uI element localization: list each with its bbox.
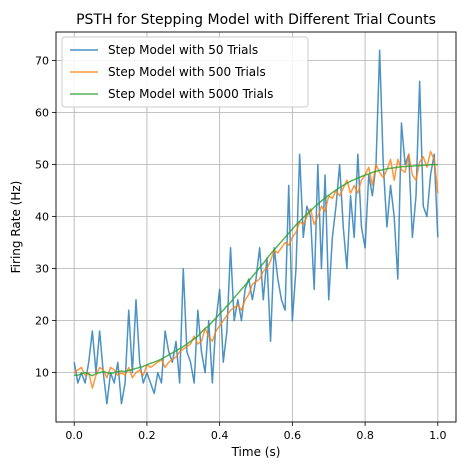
x-tick-label: 0.0 bbox=[65, 429, 83, 442]
y-tick-label: 40 bbox=[35, 211, 49, 224]
legend-label-3: Step Model with 5000 Trials bbox=[108, 87, 273, 101]
y-tick-label: 10 bbox=[35, 367, 49, 380]
x-axis-label: Time (s) bbox=[231, 445, 281, 459]
x-tick-label: 0.8 bbox=[356, 429, 374, 442]
series-line-2 bbox=[73, 150, 439, 389]
x-tick-label: 0.2 bbox=[138, 429, 156, 442]
y-tick-label: 60 bbox=[35, 107, 49, 120]
y-tick-label: 30 bbox=[35, 263, 49, 276]
ticks: 0.0 0.2 0.4 0.6 0.8 1.0 10 20 30 40 50 60 70 bbox=[35, 55, 447, 442]
series-lines bbox=[73, 49, 439, 405]
legend: Step Model with 50 Trials Step Model with… bbox=[61, 36, 309, 108]
x-tick-label: 0.6 bbox=[284, 429, 302, 442]
y-tick-label: 20 bbox=[35, 315, 49, 328]
series-line-1 bbox=[73, 49, 439, 405]
x-tick-label: 0.4 bbox=[211, 429, 229, 442]
legend-box bbox=[61, 36, 309, 108]
legend-label-2: Step Model with 500 Trials bbox=[108, 65, 266, 79]
y-axis-label: Firing Rate (Hz) bbox=[9, 181, 23, 274]
chart-title: PSTH for Stepping Model with Different T… bbox=[76, 12, 436, 28]
y-tick-label: 70 bbox=[35, 55, 49, 68]
series-line-3 bbox=[74, 163, 438, 377]
x-tick-label: 1.0 bbox=[429, 429, 447, 442]
legend-label-1: Step Model with 50 Trials bbox=[108, 43, 258, 57]
plot-frame bbox=[55, 31, 457, 423]
y-tick-label: 50 bbox=[35, 159, 49, 172]
